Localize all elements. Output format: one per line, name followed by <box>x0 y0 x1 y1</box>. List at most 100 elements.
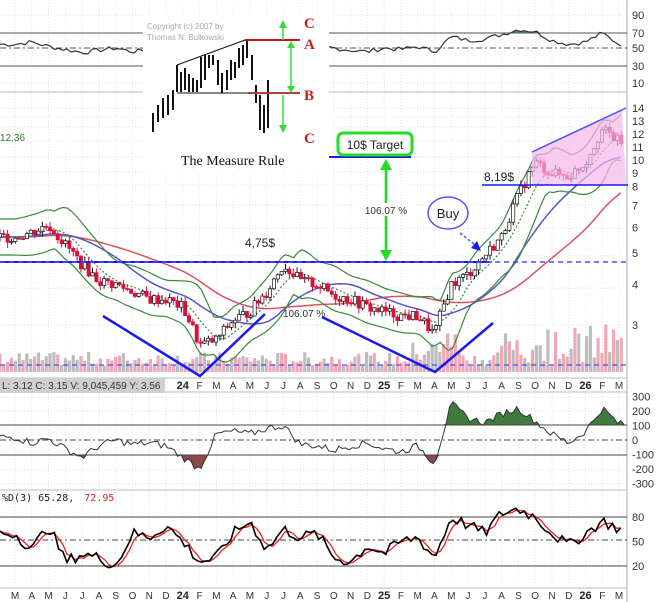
candle-body <box>24 233 29 239</box>
candle-body <box>171 297 176 302</box>
cci-line <box>0 401 625 470</box>
ma-long-line <box>0 192 622 310</box>
volume-bar <box>500 346 504 372</box>
candle-body <box>86 261 91 277</box>
volume-bar <box>52 352 56 372</box>
candle-body <box>414 311 419 321</box>
candle-body <box>376 307 381 313</box>
candle-body <box>183 301 188 317</box>
volume-bar <box>241 356 245 372</box>
month-label-bottom: M <box>44 591 52 602</box>
month-label-bottom: M <box>246 591 254 602</box>
wedge-fill <box>532 110 626 185</box>
volume-bar <box>90 363 95 372</box>
candle-body <box>422 318 427 322</box>
month-label-bottom: M <box>212 591 220 602</box>
rsi-axis-label: 50 <box>632 43 644 55</box>
volume-bar <box>25 353 29 372</box>
volume-bar <box>83 360 87 372</box>
candle-body <box>287 268 292 275</box>
volume-bar <box>268 360 272 372</box>
volume-bar <box>476 365 481 372</box>
volume-bar <box>357 353 361 372</box>
candle-body <box>453 281 458 287</box>
price-axis-label: 9 <box>632 168 638 180</box>
volume-bar <box>114 356 118 372</box>
candle-body <box>175 300 180 308</box>
volume-bar <box>461 355 465 372</box>
candle-body <box>202 340 207 344</box>
volume-bar <box>87 352 91 372</box>
month-label-bottom: F <box>398 591 404 602</box>
candle-body <box>248 315 253 318</box>
volume-bar <box>565 356 569 372</box>
candle-body <box>302 277 307 280</box>
volume-bar <box>480 359 484 372</box>
volume-bar <box>6 361 10 372</box>
candle-body <box>518 185 523 194</box>
candle-body <box>360 300 365 309</box>
inset-label-a: A <box>304 37 315 53</box>
volume-bar <box>260 355 264 372</box>
cci-axis-label: 0 <box>632 435 638 447</box>
month-label-bottom: F <box>599 591 605 602</box>
month-label: M <box>414 381 422 392</box>
volume-bar <box>202 352 207 372</box>
volume-bar <box>229 357 234 372</box>
v-bottom-2 <box>321 315 494 374</box>
volume-bar <box>496 352 500 372</box>
volume-bar <box>148 358 153 372</box>
candle-body <box>13 237 18 242</box>
volume-bar <box>384 360 388 372</box>
volume-bar <box>361 365 365 372</box>
month-label-bottom: A <box>96 591 103 602</box>
stoch-label: %D(3) 65.28, <box>2 493 74 504</box>
price-axis-label: 6 <box>632 222 638 234</box>
inset-bars <box>152 40 269 133</box>
month-label-bottom: J <box>466 591 471 602</box>
volume-bar <box>249 361 253 372</box>
breakout-label: 8,19$ <box>484 170 514 184</box>
neckline-label: 4,75$ <box>245 236 275 250</box>
rsi-axis-label: 90 <box>632 10 644 22</box>
candle-body <box>434 325 438 330</box>
month-label: S <box>314 381 321 392</box>
month-label: S <box>515 381 522 392</box>
candle-body <box>1 233 6 235</box>
month-label-bottom: N <box>347 591 354 602</box>
volume-bar <box>411 342 415 372</box>
candle-body <box>51 230 56 235</box>
volume-bar <box>438 351 442 372</box>
volume-bar <box>117 355 122 372</box>
month-label-bottom: N <box>146 591 153 602</box>
month-label-bottom: A <box>230 591 237 602</box>
month-label-bottom: 24 <box>177 590 190 602</box>
price-axis-label: 8 <box>632 182 638 194</box>
cci-axis-label: 300 <box>632 392 650 404</box>
candle-body <box>295 272 300 277</box>
volume-bar <box>21 360 25 372</box>
candle-body <box>194 324 199 343</box>
month-label-bottom: J <box>80 591 85 602</box>
volume-bar <box>550 365 554 372</box>
candle-body <box>221 325 226 336</box>
volume-bar <box>256 360 261 372</box>
candle-body <box>271 278 276 290</box>
volume-bar <box>79 355 83 372</box>
candle-body <box>322 283 327 289</box>
volume-bar <box>341 365 345 372</box>
volume-bar <box>17 353 21 372</box>
volume-bar <box>102 365 106 372</box>
month-label: N <box>548 381 555 392</box>
candle-body <box>430 329 435 332</box>
month-label-bottom: A <box>431 591 438 602</box>
candle-body <box>156 295 161 305</box>
month-label: J <box>482 381 487 392</box>
candle-body <box>264 295 269 298</box>
candle-body <box>526 171 531 189</box>
candle-body <box>310 277 315 287</box>
candle-body <box>464 271 469 275</box>
volume-bar <box>141 363 145 372</box>
candle-body <box>44 226 49 228</box>
volume-bar <box>368 355 373 372</box>
